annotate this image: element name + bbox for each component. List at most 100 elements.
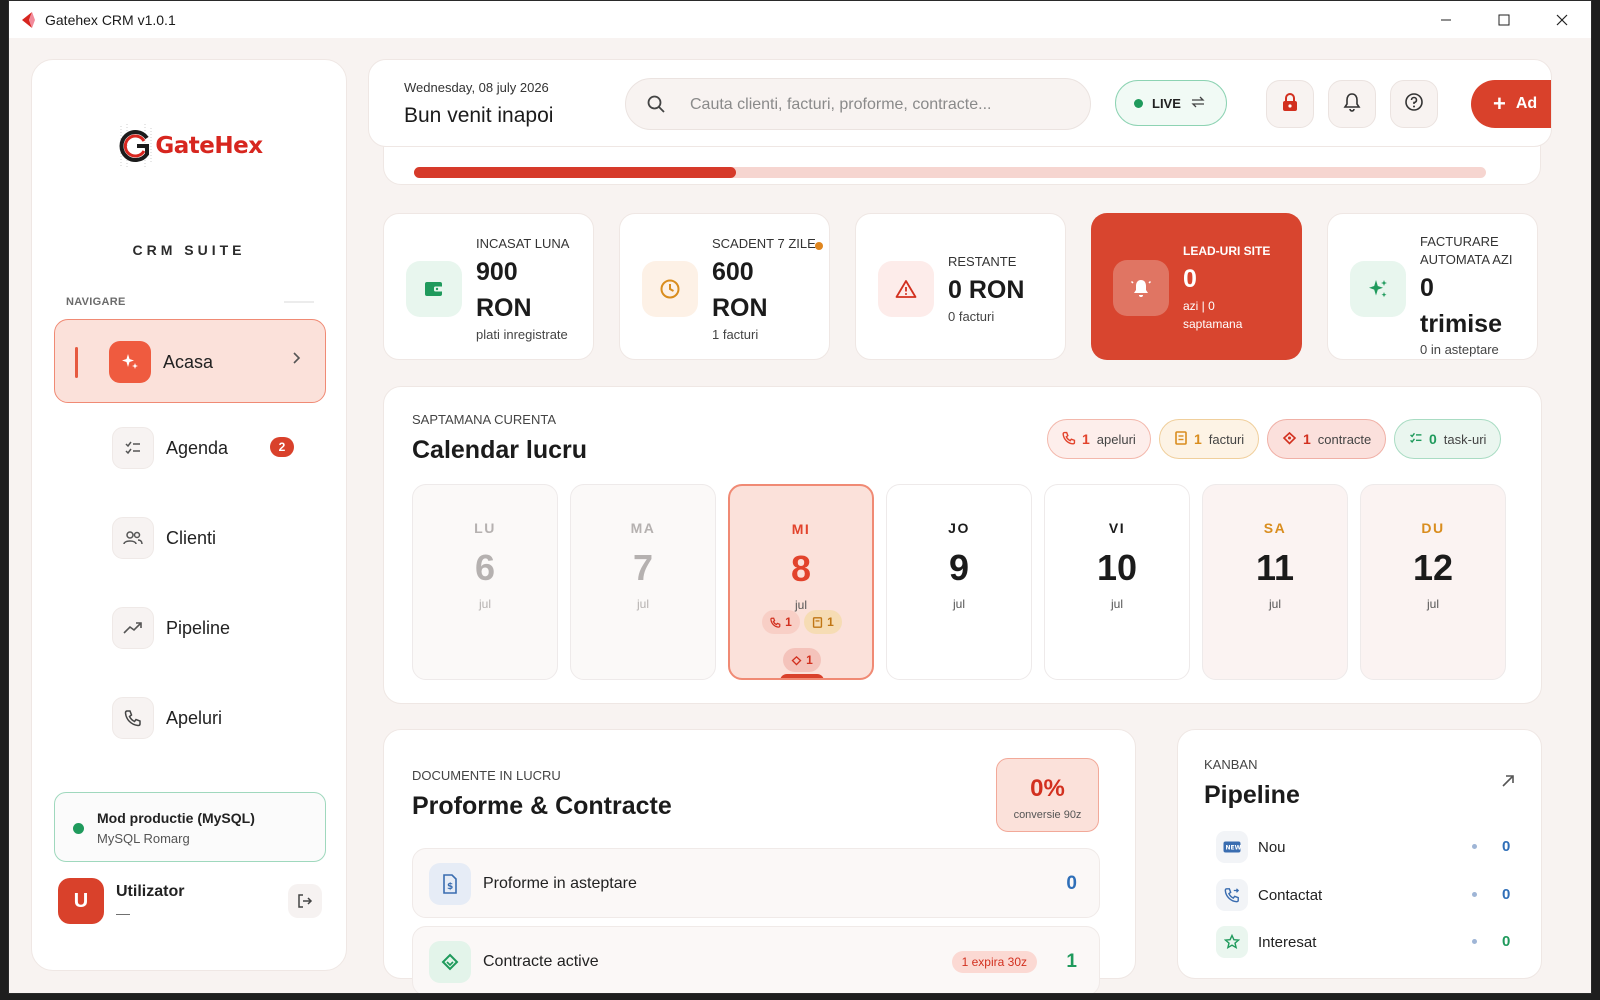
pipeline-card: KANBAN Pipeline NEW Nou 0 Contactat 0 In… xyxy=(1177,729,1542,979)
conversion-badge: 0% conversie 90z xyxy=(996,758,1099,832)
stat-card-scadent[interactable]: SCADENT 7 ZILE 600 RON 1 facturi xyxy=(619,213,830,360)
chip-label: contracte xyxy=(1317,431,1372,447)
chip-label: facturi xyxy=(1208,431,1245,447)
pipeline-stage-nou[interactable]: NEW Nou 0 xyxy=(1216,830,1516,864)
calls-count: 1 xyxy=(785,615,792,629)
phone-icon xyxy=(770,617,781,628)
stat-label: FACTURARE xyxy=(1420,234,1499,249)
day-name: DU xyxy=(1421,520,1445,536)
progress-fill xyxy=(414,167,736,178)
day-month: jul xyxy=(636,597,649,611)
current-date: Wednesday, 08 july 2026 xyxy=(404,80,549,95)
calendar-card: SAPTAMANA CURENTA Calendar lucru 1 apelu… xyxy=(383,386,1542,704)
chip-count: 0 xyxy=(1429,431,1437,447)
stage-bullet xyxy=(1472,892,1477,897)
app-window: Gatehex CRM v1.0.1 xyxy=(8,0,1592,994)
stat-card-incasat[interactable]: INCASAT LUNA 900 RON plati inregistrate xyxy=(383,213,594,360)
logout-icon[interactable] xyxy=(288,884,322,918)
stage-label: Nou xyxy=(1258,838,1286,856)
handshake-icon xyxy=(1282,431,1297,448)
calendar-title: Calendar lucru xyxy=(412,436,588,464)
svg-text:NEW: NEW xyxy=(1226,845,1242,852)
day-name: VI xyxy=(1108,520,1126,536)
notifications-button[interactable] xyxy=(1328,80,1376,128)
search-icon xyxy=(646,94,666,119)
stat-label: SCADENT 7 ZILE xyxy=(712,236,816,251)
chip-facturi[interactable]: 1 facturi xyxy=(1159,419,1260,459)
stat-label: INCASAT LUNA xyxy=(476,236,570,251)
day-date: 10 xyxy=(1096,547,1138,588)
sidebar-item-acasa[interactable]: Acasa xyxy=(54,319,326,403)
external-link-icon[interactable] xyxy=(1501,774,1515,793)
chip-count: 1 xyxy=(1082,431,1090,447)
sidebar-item-label: Clienti xyxy=(166,527,217,548)
stat-card-facturare[interactable]: FACTURARE AUTOMATA AZI 0 trimise 0 in as… xyxy=(1327,213,1538,360)
stat-sub: azi | 0 xyxy=(1183,299,1215,313)
warning-dot xyxy=(815,242,823,250)
pipeline-title: Pipeline xyxy=(1204,781,1300,809)
maximize-button[interactable] xyxy=(1475,1,1533,38)
more-events-pill[interactable] xyxy=(780,674,824,678)
sidebar-item-label: Apeluri xyxy=(166,707,223,728)
title-bar: Gatehex CRM v1.0.1 xyxy=(9,1,1591,38)
add-button[interactable]: + Ad xyxy=(1471,80,1551,128)
day-name: MI xyxy=(791,521,811,537)
doc-row-label: Contracte active xyxy=(483,953,599,970)
day-month: jul xyxy=(1268,597,1281,611)
minimize-button[interactable] xyxy=(1417,1,1475,38)
day-date: 8 xyxy=(790,548,812,589)
stage-bullet xyxy=(1472,844,1477,849)
sidebar-item-agenda[interactable]: Agenda 2 xyxy=(112,426,332,470)
sidebar-item-clienti[interactable]: Clienti xyxy=(112,516,332,560)
doc-row-proforme[interactable]: $ Proforme in asteptare 0 xyxy=(412,848,1100,918)
documents-card: DOCUMENTE IN LUCRU Proforme & Contracte … xyxy=(383,729,1136,993)
calendar-day-sa[interactable]: SA 11 jul xyxy=(1202,484,1348,680)
day-contracts-pill[interactable]: 1 xyxy=(783,648,821,672)
pipeline-stage-contactat[interactable]: Contactat 0 xyxy=(1216,878,1516,912)
switch-arrows-icon xyxy=(1191,96,1205,111)
calendar-day-lu[interactable]: LU 6 jul xyxy=(412,484,558,680)
day-date: 12 xyxy=(1412,547,1454,588)
lock-icon xyxy=(1281,92,1299,117)
search-box[interactable] xyxy=(625,78,1091,130)
avatar[interactable]: U xyxy=(58,878,104,924)
chip-taskuri[interactable]: 0 task-uri xyxy=(1394,419,1502,459)
doc-row-contracte[interactable]: Contracte active 1 expira 30z 1 xyxy=(412,926,1100,993)
calendar-day-mi[interactable]: MI 8 jul 1 1 1 xyxy=(728,484,874,680)
nav-divider xyxy=(284,301,314,303)
sidebar-item-pipeline[interactable]: Pipeline xyxy=(112,606,332,650)
day-name: JO xyxy=(948,520,970,536)
sidebar-item-apeluri[interactable]: Apeluri xyxy=(112,696,332,740)
day-name: MA xyxy=(630,520,656,536)
day-month: jul xyxy=(1110,597,1123,611)
day-calls-pill[interactable]: 1 xyxy=(762,610,800,634)
stat-sub-2: saptamana xyxy=(1183,317,1243,331)
day-date: 11 xyxy=(1255,547,1295,588)
chip-apeluri[interactable]: 1 apeluri xyxy=(1047,419,1151,459)
calendar-day-ma[interactable]: MA 7 jul xyxy=(570,484,716,680)
chevron-right-icon xyxy=(291,351,301,369)
window-controls xyxy=(1417,1,1591,38)
invoice-document-icon: $ xyxy=(429,863,471,905)
help-button[interactable] xyxy=(1390,80,1438,128)
chip-contracte[interactable]: 1 contracte xyxy=(1267,419,1387,459)
calendar-day-du[interactable]: DU 12 jul xyxy=(1360,484,1506,680)
stage-label: Contactat xyxy=(1258,886,1323,904)
live-toggle[interactable]: LIVE xyxy=(1115,80,1227,126)
stat-sub: 1 facturi xyxy=(712,327,759,342)
stat-value: 900 xyxy=(476,258,518,286)
day-invoices-pill[interactable]: 1 xyxy=(804,610,842,634)
database-mode: Mod productie (MySQL) xyxy=(97,810,255,826)
stat-card-restante[interactable]: RESTANTE 0 RON 0 facturi xyxy=(855,213,1066,360)
search-input[interactable] xyxy=(690,89,1070,121)
sparkle-icon xyxy=(1350,261,1406,317)
calendar-day-jo[interactable]: JO 9 jul xyxy=(886,484,1032,680)
calendar-day-vi[interactable]: VI 10 jul xyxy=(1044,484,1190,680)
close-button[interactable] xyxy=(1533,1,1591,38)
bell-icon xyxy=(1343,92,1361,117)
phone-forward-icon xyxy=(1216,879,1248,911)
pipeline-stage-interesat[interactable]: Interesat 0 xyxy=(1216,925,1516,959)
handshake-icon xyxy=(429,941,471,983)
stat-card-leaduri[interactable]: LEAD-URI SITE 0 azi | 0 saptamana xyxy=(1091,213,1302,360)
lock-button[interactable] xyxy=(1266,80,1314,128)
